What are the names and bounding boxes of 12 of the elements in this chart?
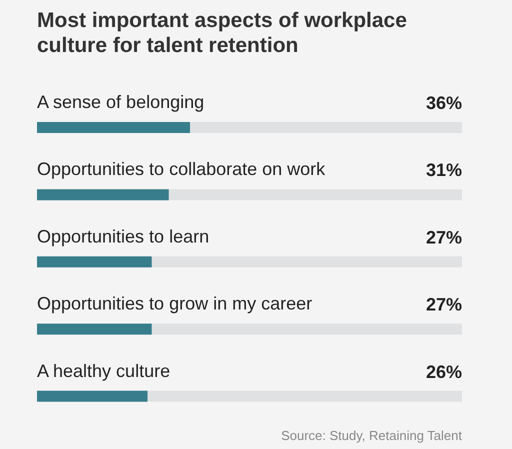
- chart-title: Most important aspects of workplace culture for talent retention: [37, 8, 408, 58]
- y-tick-label: Opportunities to grow in my career: [37, 294, 312, 314]
- data-label: 31%: [426, 160, 462, 180]
- y-tick-label: A healthy culture: [37, 360, 170, 381]
- y-tick-label: A sense of belonging: [37, 92, 204, 112]
- y-tick-label: Opportunities to learn: [37, 226, 210, 246]
- data-label: 27%: [426, 227, 462, 248]
- data-label: 26%: [426, 362, 462, 382]
- y-tick-label: Opportunities to collaborate on work: [37, 159, 326, 180]
- data-label: 27%: [426, 294, 462, 315]
- source-note: Source: Study, Retaining Talent: [281, 428, 462, 443]
- data-label: 36%: [426, 93, 462, 113]
